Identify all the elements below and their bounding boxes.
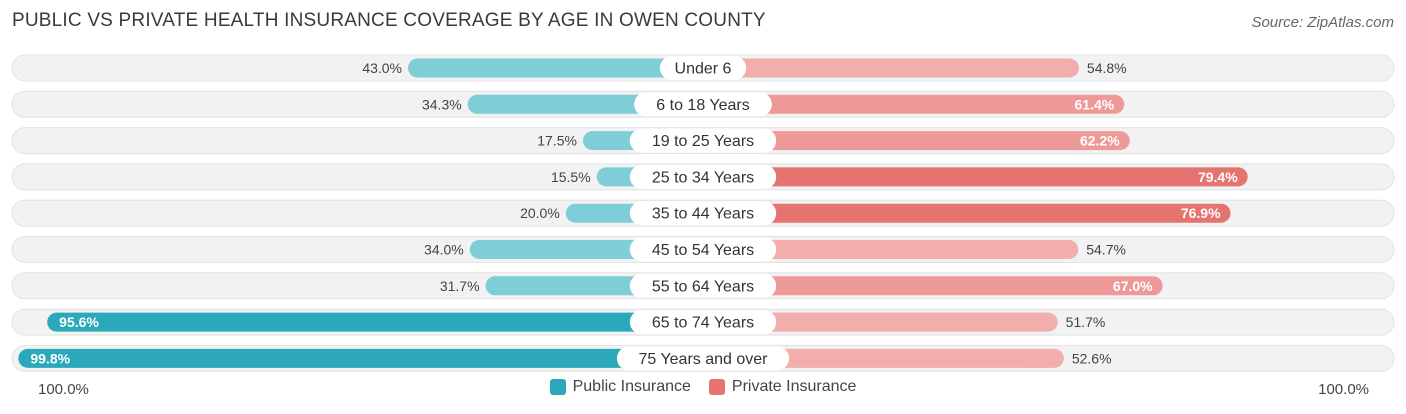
legend-label-public: Public Insurance	[572, 378, 691, 395]
bar-private	[703, 312, 1058, 332]
category-label: 45 to 54 Years	[652, 242, 754, 259]
bar-private	[703, 348, 1064, 368]
category-label: 25 to 34 Years	[652, 169, 754, 186]
data-label-public: 17.5%	[537, 133, 577, 149]
category-pill	[629, 201, 777, 226]
source-label: Source: ZipAtlas.com	[1251, 14, 1394, 31]
legend-label-private: Private Insurance	[731, 378, 857, 395]
bar-private	[703, 276, 1163, 296]
data-label-private: 54.7%	[1086, 242, 1126, 258]
data-label-private: 54.8%	[1087, 60, 1127, 76]
data-label-public: 34.3%	[422, 96, 462, 112]
bar-private	[703, 58, 1079, 78]
data-label-public: 95.6%	[59, 314, 99, 330]
data-label-private: 76.9%	[1181, 205, 1221, 221]
category-label: 65 to 74 Years	[652, 315, 754, 332]
chart-title: PUBLIC VS PRIVATE HEALTH INSURANCE COVER…	[12, 10, 766, 31]
bar-public	[408, 58, 703, 78]
category-pill	[629, 164, 777, 189]
data-label-public: 99.8%	[30, 350, 70, 366]
category-pill	[629, 237, 777, 262]
bar-private	[703, 131, 1130, 151]
legend-item-public: Public Insurance	[549, 378, 691, 396]
category-pill	[616, 346, 790, 371]
data-label-public: 15.5%	[551, 169, 591, 185]
data-label-public: 20.0%	[520, 205, 560, 221]
legend: Public Insurance Private Insurance	[0, 378, 1406, 396]
data-label-private: 51.7%	[1066, 314, 1106, 330]
category-pill	[629, 128, 777, 153]
category-label: 19 to 25 Years	[652, 133, 754, 150]
bar-private	[703, 167, 1248, 187]
data-label-private: 67.0%	[1113, 278, 1153, 294]
data-label-private: 79.4%	[1198, 169, 1238, 185]
category-pill	[629, 273, 777, 298]
data-label-private: 52.6%	[1072, 350, 1112, 366]
data-label-public: 31.7%	[440, 278, 480, 294]
legend-swatch-private	[708, 379, 725, 395]
category-pill	[634, 92, 772, 117]
category-label: 55 to 64 Years	[652, 278, 754, 295]
data-label-private: 61.4%	[1075, 96, 1115, 112]
axis-left-label: 100.0%	[38, 381, 89, 398]
category-label: 35 to 44 Years	[652, 206, 754, 223]
data-label-private: 62.2%	[1080, 133, 1120, 149]
bar-private	[703, 94, 1125, 114]
category-label: Under 6	[675, 61, 732, 78]
bar-private	[703, 203, 1231, 223]
legend-swatch-public	[549, 379, 566, 395]
category-pill	[659, 56, 747, 80]
bar-public	[18, 348, 703, 368]
bar-public	[47, 312, 703, 332]
legend-item-private: Private Insurance	[708, 378, 857, 396]
bar-private	[703, 240, 1079, 259]
data-label-public: 43.0%	[362, 60, 402, 76]
category-label: 75 Years and over	[639, 351, 769, 368]
axis-right-label: 100.0%	[1318, 381, 1369, 398]
category-pill	[629, 310, 777, 335]
data-label-public: 34.0%	[424, 242, 464, 258]
category-label: 6 to 18 Years	[656, 97, 749, 114]
